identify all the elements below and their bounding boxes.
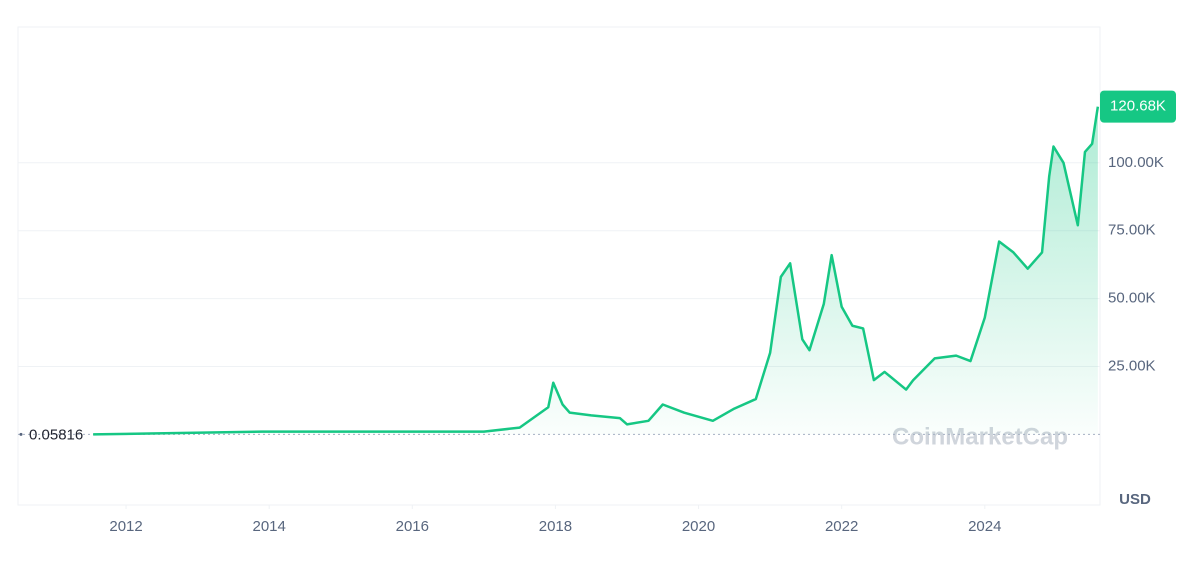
start-dot xyxy=(19,432,23,436)
area xyxy=(93,106,1098,435)
x-tick-label: 2014 xyxy=(252,518,285,535)
y-tick-label: 50.00K xyxy=(1108,290,1156,307)
currency-label: USD xyxy=(1119,491,1151,508)
price-tag-label: 120.68K xyxy=(1110,98,1166,115)
price-tag xyxy=(1100,90,1176,123)
x-tick-label: 2024 xyxy=(968,518,1001,535)
y-tick-label: 75.00K xyxy=(1108,222,1156,239)
x-tick-label: 2022 xyxy=(825,518,858,535)
y-tick-label: 25.00K xyxy=(1108,357,1156,374)
price-line xyxy=(93,106,1100,436)
x-tick-label: 2018 xyxy=(539,518,572,535)
x-tick-label: 2016 xyxy=(396,518,429,535)
x-tick-label: 2020 xyxy=(682,518,715,535)
plot-frame xyxy=(17,26,1101,506)
start-label: 0.05816 xyxy=(29,426,83,443)
x-tick-label: 2012 xyxy=(109,518,142,535)
y-tick-label: 100.00K xyxy=(1108,154,1164,171)
